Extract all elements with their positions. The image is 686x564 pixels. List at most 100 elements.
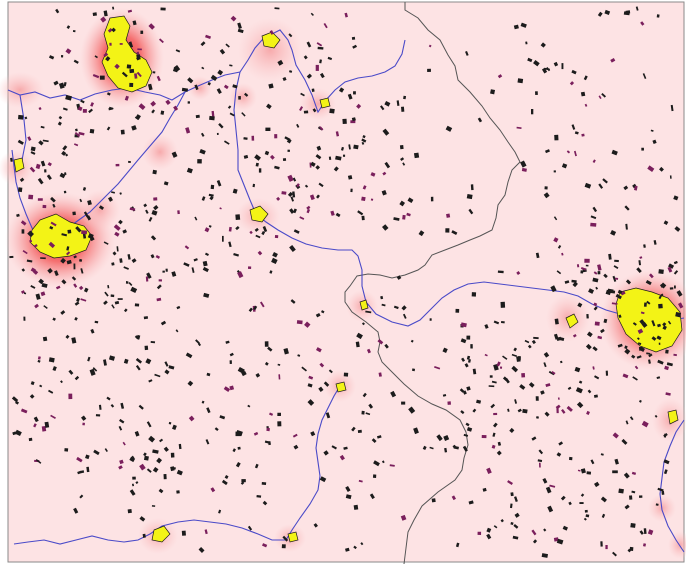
small-settlement xyxy=(631,354,636,359)
small-settlement xyxy=(658,269,664,274)
small-settlement xyxy=(40,257,46,260)
small-settlement xyxy=(22,250,28,255)
small-settlement xyxy=(335,155,342,161)
small-settlement xyxy=(577,302,583,308)
small-settlement xyxy=(400,157,405,161)
small-settlement xyxy=(532,539,538,544)
small-settlement xyxy=(399,200,406,207)
small-settlement xyxy=(163,181,169,186)
small-settlement xyxy=(129,489,136,496)
small-settlement xyxy=(620,290,626,296)
small-settlement xyxy=(195,339,200,345)
small-settlement xyxy=(63,82,67,87)
small-settlement xyxy=(588,288,595,294)
small-settlement xyxy=(82,109,87,113)
small-settlement xyxy=(187,380,194,387)
small-settlement xyxy=(92,367,98,372)
small-settlement xyxy=(567,386,572,390)
small-settlement xyxy=(204,252,209,256)
small-settlement xyxy=(229,385,235,391)
small-settlement xyxy=(663,220,669,226)
small-settlement xyxy=(657,487,664,492)
small-settlement xyxy=(181,530,186,536)
small-settlement xyxy=(48,389,54,394)
small-settlement xyxy=(120,129,125,135)
small-settlement xyxy=(253,305,258,311)
small-settlement xyxy=(353,504,359,510)
small-settlement xyxy=(21,290,25,294)
small-settlement xyxy=(618,488,624,494)
small-settlement xyxy=(170,466,175,472)
small-settlement xyxy=(265,127,271,131)
small-settlement xyxy=(176,305,181,310)
small-settlement xyxy=(111,191,116,194)
small-settlement xyxy=(586,331,593,338)
small-settlement xyxy=(313,523,318,528)
small-settlement xyxy=(593,394,598,398)
small-settlement xyxy=(74,301,80,306)
small-settlement xyxy=(345,547,350,552)
small-settlement xyxy=(129,207,136,211)
small-settlement xyxy=(160,7,166,11)
small-settlement xyxy=(608,253,612,260)
small-settlement xyxy=(60,380,63,384)
small-settlement xyxy=(455,308,460,313)
small-settlement xyxy=(33,244,38,248)
small-settlement xyxy=(595,286,599,290)
small-settlement xyxy=(370,172,376,177)
small-settlement xyxy=(402,214,406,220)
small-settlement xyxy=(646,352,651,355)
small-settlement xyxy=(223,84,229,90)
small-settlement xyxy=(553,237,559,243)
small-settlement xyxy=(617,289,623,295)
small-settlement xyxy=(653,240,657,245)
small-settlement xyxy=(377,339,384,345)
small-settlement xyxy=(658,295,662,300)
small-settlement xyxy=(584,509,588,513)
small-settlement xyxy=(19,177,25,182)
small-settlement xyxy=(623,472,630,479)
small-settlement xyxy=(301,366,307,372)
small-settlement xyxy=(131,258,137,263)
small-settlement xyxy=(500,519,504,523)
small-settlement xyxy=(583,517,587,521)
small-settlement xyxy=(41,426,47,432)
small-settlement xyxy=(633,185,638,191)
small-settlement xyxy=(108,355,116,361)
small-settlement xyxy=(261,231,266,236)
small-settlement xyxy=(127,254,131,260)
small-settlement xyxy=(592,366,595,370)
small-settlement xyxy=(135,364,141,371)
urban-area xyxy=(287,531,299,543)
small-settlement xyxy=(43,305,48,310)
small-settlement xyxy=(159,438,164,443)
small-settlement xyxy=(464,363,469,368)
small-settlement xyxy=(175,49,181,53)
small-settlement xyxy=(461,357,466,362)
small-settlement xyxy=(545,149,550,154)
small-settlement xyxy=(465,51,469,56)
small-settlement xyxy=(247,266,252,270)
small-settlement xyxy=(307,383,313,388)
small-settlement xyxy=(466,386,471,391)
small-settlement xyxy=(90,102,95,107)
small-settlement xyxy=(156,457,163,464)
small-settlement xyxy=(539,462,541,468)
small-settlement xyxy=(145,209,149,214)
small-settlement xyxy=(330,210,335,216)
small-settlement xyxy=(136,51,140,55)
small-settlement xyxy=(103,52,109,58)
small-settlement xyxy=(643,302,647,307)
small-settlement xyxy=(362,185,367,190)
small-settlement xyxy=(639,256,643,259)
small-settlement xyxy=(361,322,365,326)
small-settlement xyxy=(119,192,122,195)
small-settlement xyxy=(262,543,268,548)
small-settlement xyxy=(132,476,136,480)
small-settlement xyxy=(635,6,639,11)
small-settlement xyxy=(597,264,602,271)
small-settlement xyxy=(382,128,390,136)
small-settlement xyxy=(216,88,222,94)
small-settlement xyxy=(140,30,144,34)
